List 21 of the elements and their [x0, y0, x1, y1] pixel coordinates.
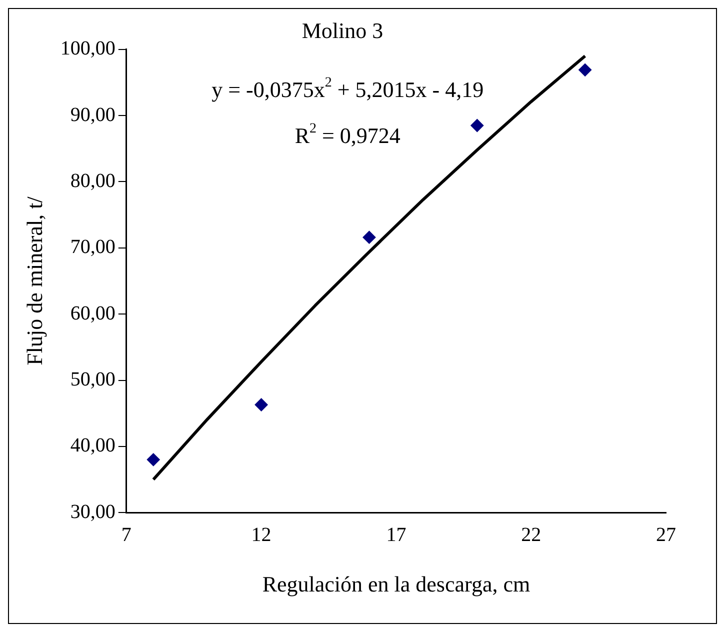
x-tick-label: 27: [656, 524, 676, 546]
y-axis-title: Flujo de mineral, t/: [22, 196, 47, 366]
x-tick-label: 22: [521, 524, 542, 546]
point: [470, 118, 484, 132]
point: [146, 453, 160, 466]
x-tick-label: 7: [121, 524, 132, 546]
y-tick-label: 60,00: [70, 302, 116, 324]
y-tick-label: 90,00: [70, 104, 116, 126]
chart-title: Molino 3: [302, 18, 384, 43]
point: [578, 63, 592, 76]
y-tick-label: 80,00: [70, 170, 116, 192]
y-tick-label: 50,00: [70, 368, 116, 391]
y-tick-label: 40,00: [70, 434, 116, 457]
point: [362, 230, 376, 244]
y-tick-label: 30,00: [70, 500, 116, 523]
y-tick-label: 100,00: [60, 38, 116, 60]
point: [254, 398, 268, 412]
x-axis-title: Regulación en la descarga, cm: [262, 572, 530, 597]
x-tick-label: 12: [251, 524, 272, 546]
x-tick-label: 17: [386, 524, 406, 546]
y-tick-label: 70,00: [70, 236, 116, 258]
